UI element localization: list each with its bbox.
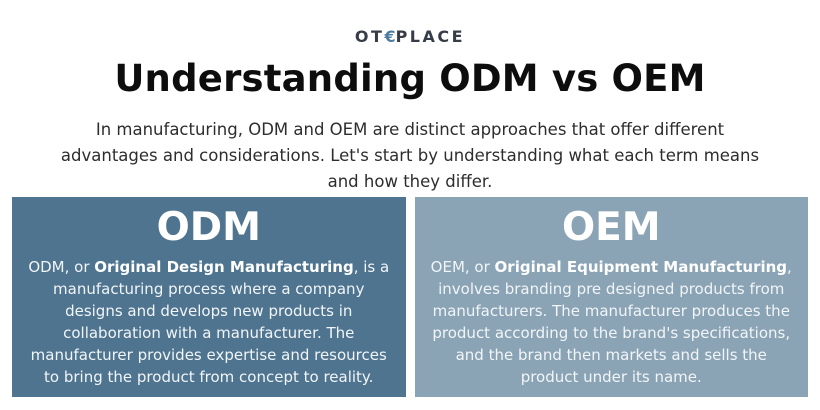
logo-text-prefix: OT xyxy=(354,27,385,46)
oem-body-term: Original Equipment Manufacturing xyxy=(494,257,788,276)
oem-card: OEM OEM, or Original Equipment Manufactu… xyxy=(414,197,808,397)
odm-body-suffix: , is a manufacturing process where a com… xyxy=(30,257,390,386)
intro-text: In manufacturing, ODM and OEM are distin… xyxy=(60,120,760,191)
oem-body-prefix: OEM, or xyxy=(430,257,495,276)
page-title: Understanding ODM vs OEM xyxy=(114,57,706,100)
logo-text-suffix: PLACE xyxy=(395,27,466,46)
odm-card-heading: ODM xyxy=(156,205,261,250)
oem-card-body: OEM, or Original Equipment Manufacturing… xyxy=(431,256,793,388)
comparison-cards-row: ODM ODM, or Original Design Manufacturin… xyxy=(12,197,808,397)
brand-logo: OT€PLACE xyxy=(0,27,820,46)
logo-euro-glyph-icon: € xyxy=(384,27,396,46)
odm-body-term: Original Design Manufacturing xyxy=(94,257,354,276)
oem-card-heading: OEM xyxy=(561,205,661,250)
odm-card-body: ODM, or Original Design Manufacturing, i… xyxy=(28,256,390,388)
odm-card: ODM ODM, or Original Design Manufacturin… xyxy=(12,197,406,397)
oem-body-suffix: , involves branding pre designed product… xyxy=(432,257,792,386)
odm-body-prefix: ODM, or xyxy=(28,257,95,276)
